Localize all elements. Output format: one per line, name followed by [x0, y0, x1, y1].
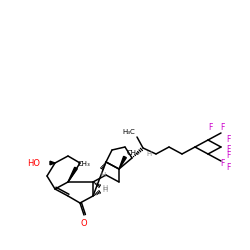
Text: CH₃: CH₃ — [78, 161, 91, 167]
Text: H: H — [100, 172, 105, 178]
Text: HO: HO — [27, 158, 40, 168]
Polygon shape — [119, 156, 126, 169]
Text: F: F — [226, 146, 230, 154]
Text: F: F — [226, 150, 230, 160]
Text: H: H — [146, 151, 151, 157]
Text: F: F — [220, 122, 224, 132]
Text: CH₃: CH₃ — [127, 150, 140, 156]
Text: F: F — [226, 164, 230, 172]
Text: O: O — [81, 219, 87, 228]
Text: F: F — [208, 124, 212, 132]
Text: H: H — [102, 187, 107, 193]
Text: F: F — [226, 136, 230, 144]
Text: H₃C: H₃C — [122, 129, 135, 135]
Polygon shape — [68, 167, 77, 182]
Text: H: H — [102, 185, 107, 191]
Polygon shape — [50, 161, 55, 165]
Text: F: F — [220, 158, 224, 168]
